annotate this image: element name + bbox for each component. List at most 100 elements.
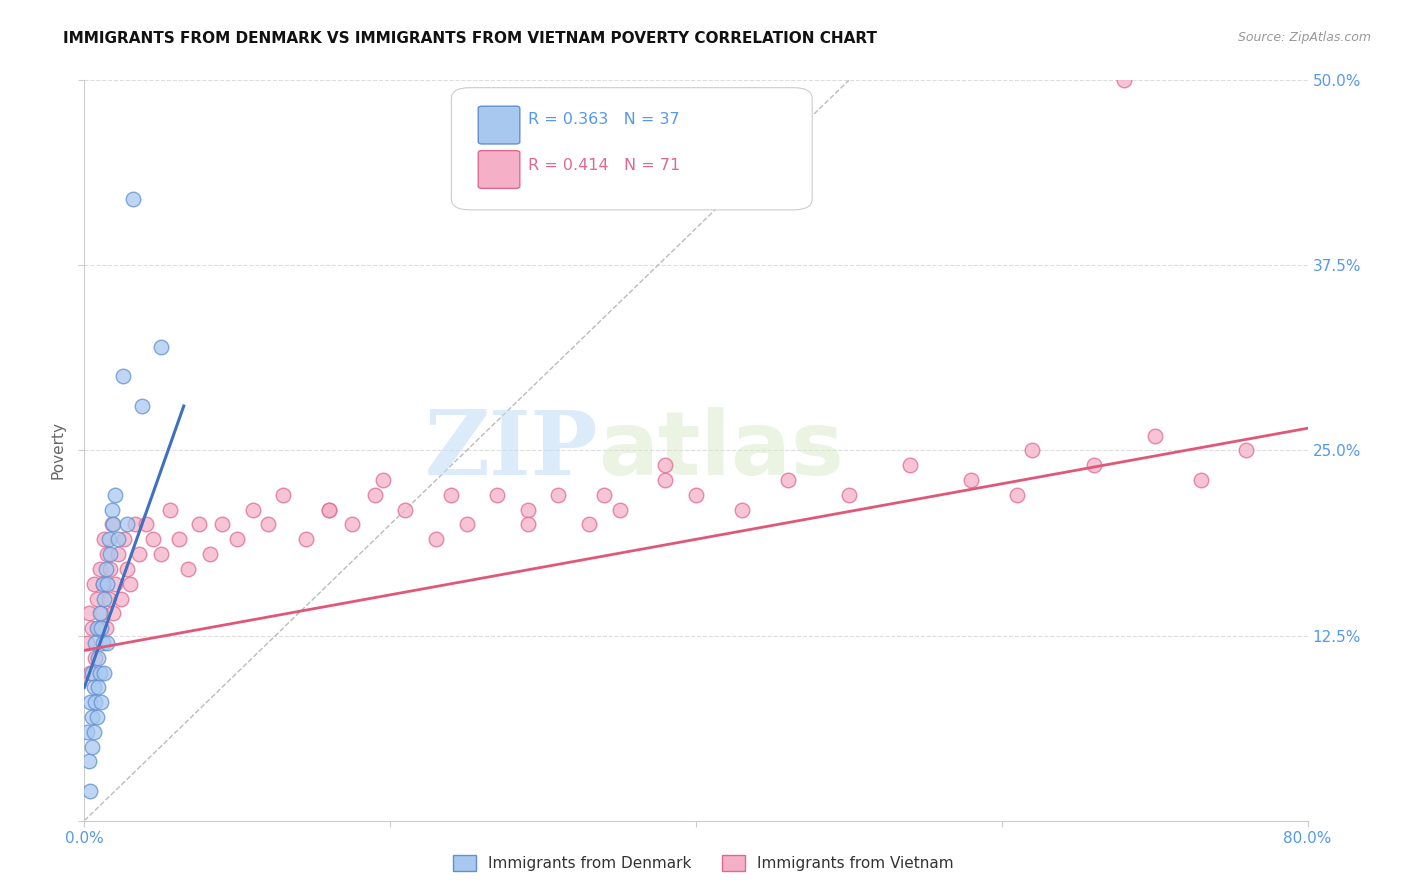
Point bbox=[131, 399, 153, 413]
Text: ZIP: ZIP bbox=[425, 407, 598, 494]
Point bbox=[149, 547, 172, 561]
Point bbox=[96, 576, 118, 591]
Point bbox=[731, 502, 754, 516]
Point bbox=[371, 473, 394, 487]
Point bbox=[94, 562, 117, 576]
Point bbox=[84, 650, 107, 665]
Point bbox=[838, 488, 860, 502]
Point bbox=[98, 562, 121, 576]
Point bbox=[76, 724, 98, 739]
Point bbox=[84, 636, 107, 650]
Point bbox=[86, 621, 108, 635]
Point bbox=[90, 621, 112, 635]
Point bbox=[110, 591, 132, 606]
Point bbox=[516, 517, 538, 532]
Point bbox=[654, 458, 676, 473]
Point bbox=[271, 488, 294, 502]
Point bbox=[654, 473, 676, 487]
Point bbox=[90, 607, 112, 621]
Point bbox=[516, 502, 538, 516]
Point bbox=[76, 636, 98, 650]
Point bbox=[112, 533, 135, 547]
Point bbox=[1021, 443, 1043, 458]
Point bbox=[1114, 73, 1136, 87]
Point bbox=[142, 533, 165, 547]
Point bbox=[340, 517, 363, 532]
Point bbox=[103, 517, 125, 532]
FancyBboxPatch shape bbox=[451, 87, 813, 210]
FancyBboxPatch shape bbox=[478, 151, 520, 188]
Point bbox=[226, 533, 249, 547]
Point bbox=[394, 502, 416, 516]
Point bbox=[440, 488, 463, 502]
FancyBboxPatch shape bbox=[478, 106, 520, 144]
Point bbox=[1189, 473, 1212, 487]
Point bbox=[79, 665, 101, 680]
Point bbox=[685, 488, 707, 502]
Point bbox=[318, 502, 340, 516]
Text: R = 0.414   N = 71: R = 0.414 N = 71 bbox=[529, 158, 681, 173]
Text: atlas: atlas bbox=[598, 407, 844, 494]
Point bbox=[115, 517, 138, 532]
Point bbox=[87, 681, 110, 695]
Point bbox=[80, 621, 103, 635]
Point bbox=[84, 695, 107, 709]
Point bbox=[1143, 428, 1166, 442]
Point bbox=[898, 458, 921, 473]
Point bbox=[364, 488, 387, 502]
Text: Source: ZipAtlas.com: Source: ZipAtlas.com bbox=[1237, 31, 1371, 45]
Point bbox=[90, 695, 112, 709]
Point bbox=[425, 533, 447, 547]
Point bbox=[111, 369, 134, 384]
Point bbox=[80, 665, 103, 680]
Point bbox=[188, 517, 211, 532]
Point bbox=[96, 636, 118, 650]
Point bbox=[547, 488, 569, 502]
Point bbox=[107, 533, 129, 547]
Point bbox=[93, 591, 115, 606]
Point bbox=[295, 533, 318, 547]
Point bbox=[91, 576, 114, 591]
Point bbox=[776, 473, 799, 487]
Point bbox=[120, 576, 142, 591]
Point bbox=[177, 562, 200, 576]
Point bbox=[318, 502, 340, 516]
Point bbox=[97, 591, 120, 606]
Point bbox=[609, 502, 631, 516]
Point bbox=[159, 502, 181, 516]
Point bbox=[77, 607, 100, 621]
Point bbox=[89, 562, 111, 576]
Point bbox=[103, 607, 125, 621]
Point bbox=[167, 533, 190, 547]
Point bbox=[242, 502, 264, 516]
Point bbox=[101, 517, 124, 532]
Point bbox=[87, 621, 110, 635]
Y-axis label: Poverty: Poverty bbox=[51, 421, 66, 480]
Point bbox=[89, 665, 111, 680]
Point bbox=[83, 576, 105, 591]
Point bbox=[578, 517, 600, 532]
Point bbox=[96, 547, 118, 561]
Point bbox=[86, 710, 108, 724]
Point bbox=[104, 488, 127, 502]
Point bbox=[257, 517, 280, 532]
Point bbox=[83, 724, 105, 739]
Point bbox=[83, 681, 105, 695]
Point bbox=[211, 517, 233, 532]
Point bbox=[122, 192, 145, 206]
Point bbox=[91, 576, 114, 591]
Point bbox=[91, 636, 114, 650]
Point bbox=[107, 547, 129, 561]
Point bbox=[80, 739, 103, 754]
Point bbox=[124, 517, 146, 532]
Point bbox=[97, 533, 120, 547]
Point bbox=[198, 547, 221, 561]
Text: IMMIGRANTS FROM DENMARK VS IMMIGRANTS FROM VIETNAM POVERTY CORRELATION CHART: IMMIGRANTS FROM DENMARK VS IMMIGRANTS FR… bbox=[63, 31, 877, 46]
Point bbox=[486, 488, 509, 502]
Point bbox=[77, 755, 100, 769]
Point bbox=[593, 488, 616, 502]
Point bbox=[1236, 443, 1258, 458]
Point bbox=[86, 591, 108, 606]
Point bbox=[149, 340, 172, 354]
Point bbox=[98, 547, 121, 561]
